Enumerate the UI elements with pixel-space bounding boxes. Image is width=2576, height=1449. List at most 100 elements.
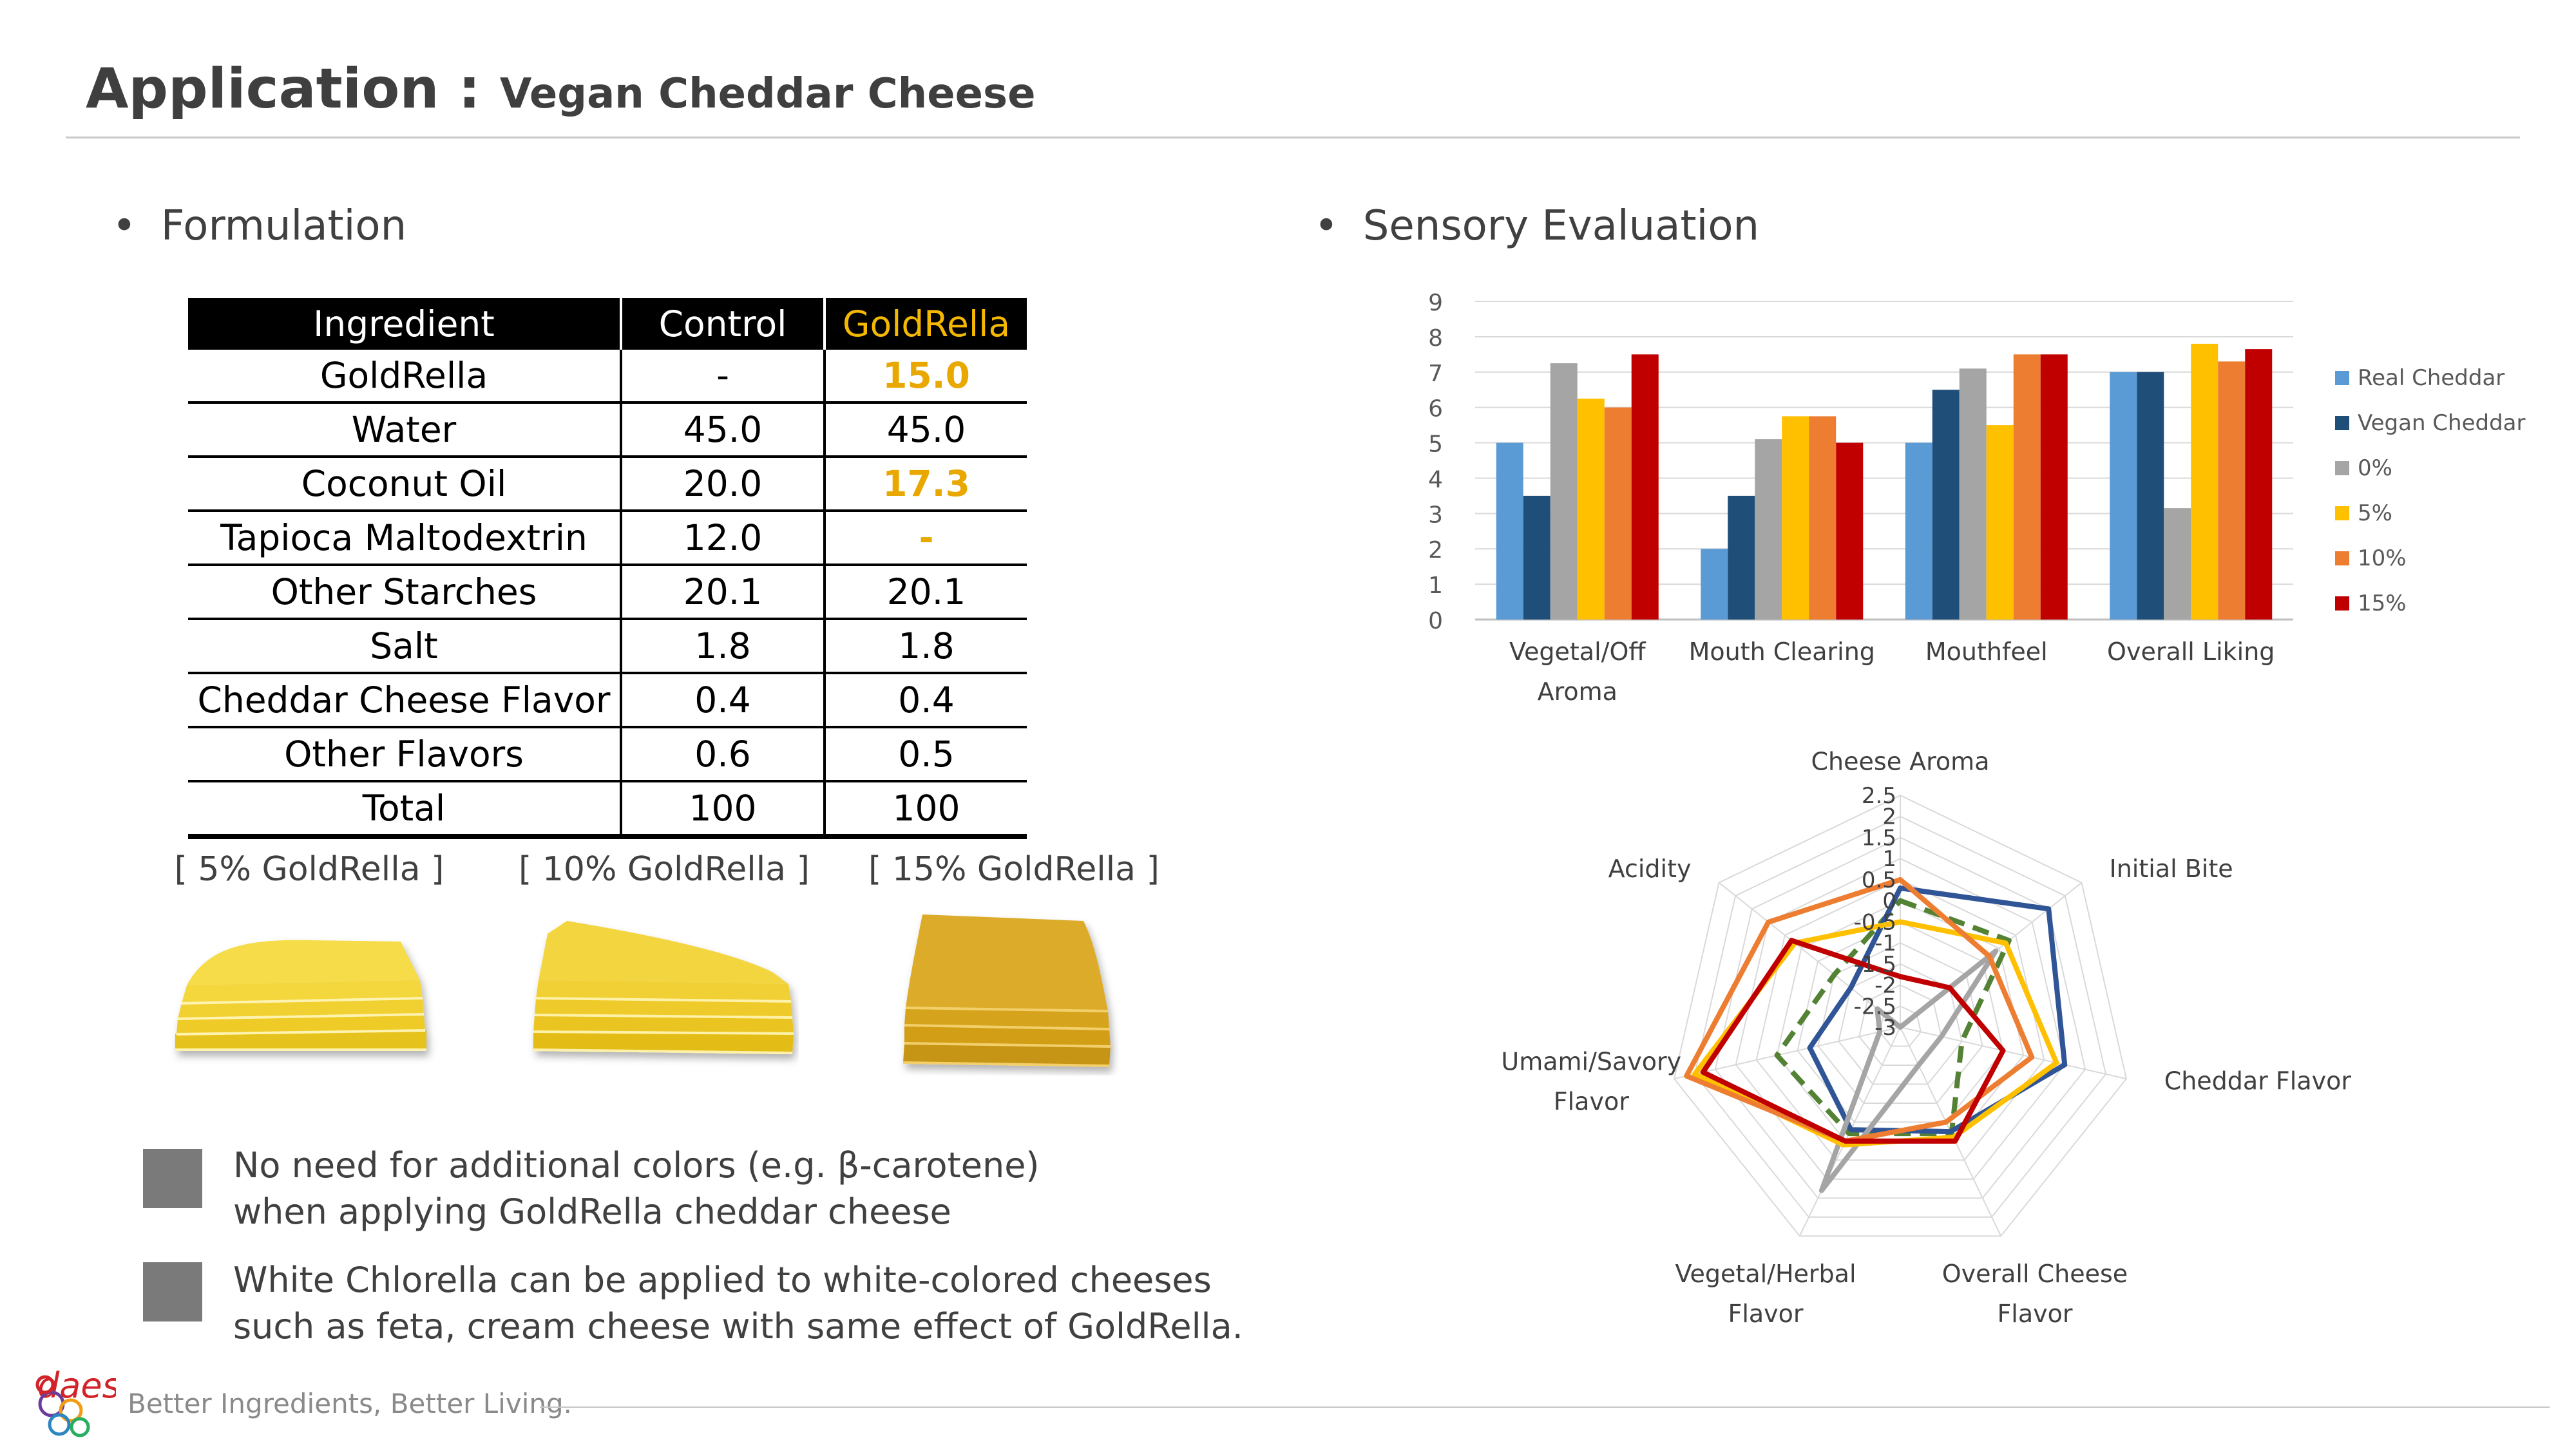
legend-swatch: [2335, 416, 2349, 430]
ingredient-cell: Cheddar Cheese Flavor: [188, 673, 621, 728]
ingredient-cell: Salt: [188, 619, 621, 674]
note-marker: [143, 1262, 202, 1321]
legend-label: 5%: [2358, 500, 2392, 526]
bar-10--0: [1604, 407, 1632, 620]
radar-axis-label: Initial Bite: [2109, 855, 2233, 883]
goldrella-cell: 0.4: [823, 673, 1027, 728]
bullet: •: [112, 202, 137, 250]
bar-10--2: [2013, 354, 2041, 620]
bar-vegan-cheddar-2: [1932, 390, 1960, 620]
bar-0--2: [1959, 368, 1987, 620]
goldrella-cell: 17.3: [823, 457, 1027, 512]
radar-series-10-: [1684, 876, 2035, 1144]
bar-chart: 0 1 2 3 4 5 6 7 8 9 Vegetal/Off Aroma Mouth Clearing…: [1428, 290, 2526, 706]
radar-gridline: [1838, 963, 1963, 1085]
table-row: GoldRella -15.0: [188, 350, 1027, 404]
control-cell: 20.1: [620, 565, 825, 620]
radar-tick-label: -1: [1875, 931, 1896, 956]
goldrella-cell: 45.0: [823, 402, 1027, 458]
bar-0--0: [1550, 363, 1578, 620]
ingredient-cell: Total: [188, 781, 621, 839]
legend-label: Vegan Cheddar: [2358, 410, 2526, 436]
radar-tick-label: -0.5: [1854, 909, 1896, 935]
ingredient-cell: Other Flavors: [188, 727, 621, 782]
page-title: Application : Vegan Cheddar Cheese: [86, 57, 1036, 121]
radar-axis-label: Umami/Savory Flavor: [1501, 1048, 1681, 1116]
radar-gridline: [1735, 858, 2066, 1180]
note-2: White Chlorella can be applied to white-…: [233, 1257, 1243, 1350]
cheese-sample-15-image: [902, 914, 1111, 1067]
y-tick-label: 9: [1428, 290, 1443, 316]
radar-tick-label: -3: [1875, 1015, 1896, 1041]
sample-label-15: [ 15% GoldRella ]: [868, 850, 1159, 889]
table-row: Salt 1.8 1.8: [188, 619, 1027, 674]
header-control: Control: [620, 298, 825, 350]
radar-axis-label: Vegetal/Herbal Flavor: [1675, 1260, 1856, 1328]
bar-10--3: [2218, 361, 2246, 620]
legend-label: 10%: [2358, 545, 2407, 571]
x-category-label: Overall Liking: [2107, 638, 2275, 666]
radar-gridline: [1879, 1005, 1922, 1047]
legend-swatch: [2335, 551, 2349, 565]
footer-divider: [540, 1406, 2550, 1408]
control-cell: -: [620, 350, 825, 404]
x-category-label: Mouth Clearing: [1689, 638, 1875, 666]
radar-gridline: [1714, 837, 2086, 1199]
table-row-total: Total 100 100: [188, 781, 1027, 839]
bar-0--3: [2164, 508, 2191, 620]
x-category-label: Mouthfeel: [1925, 638, 2048, 666]
radar-tick-label: 1.5: [1862, 825, 1896, 851]
sensory-heading: • Sensory Evaluation: [1314, 202, 1759, 250]
bar-5--3: [2191, 343, 2218, 620]
goldrella-cell: 0.5: [823, 727, 1027, 782]
daesang-logo: daesang: [35, 1365, 116, 1437]
title-sub: Vegan Cheddar Cheese: [499, 70, 1036, 118]
radar-gridline: [1797, 921, 2004, 1123]
logo-letter: daesang: [37, 1365, 116, 1406]
radar-axis-label: Cheese Aroma: [1811, 748, 1990, 776]
title-main: Application :: [86, 57, 500, 121]
control-cell: 0.6: [620, 727, 825, 782]
bar-real-cheddar-1: [1701, 549, 1728, 620]
note-marker: [143, 1149, 202, 1208]
formulation-heading: • Formulation: [112, 202, 406, 250]
control-cell: 20.0: [620, 457, 825, 512]
radar-tick-label: -1.5: [1854, 952, 1896, 978]
radar-spoke: [1718, 882, 1901, 1028]
bar-real-cheddar-0: [1496, 442, 1523, 620]
radar-tick-label: 0: [1882, 889, 1896, 914]
table-row: Tapioca Maltodextrin 12.0-: [188, 511, 1027, 566]
bar-5--2: [1986, 425, 2014, 620]
radar-tick-label: -2.5: [1854, 994, 1896, 1019]
goldrella-cell: -: [823, 511, 1027, 566]
sample-label-5: [ 5% GoldRella ]: [174, 850, 444, 889]
radar-spoke: [1674, 1027, 1901, 1080]
table-header-row: Ingredient Control GoldRella: [188, 298, 1027, 350]
radar-tick-label: -2: [1875, 973, 1896, 999]
control-cell: 100: [620, 781, 825, 839]
legend-swatch: [2335, 506, 2349, 520]
ingredient-cell: Water: [188, 402, 621, 458]
ingredient-cell: Other Starches: [188, 565, 621, 620]
goldrella-cell: 15.0: [823, 350, 1027, 404]
legend-label: 0%: [2358, 455, 2392, 481]
table-row: Cheddar Cheese Flavor 0.4 0.4: [188, 673, 1027, 728]
radar-series-0-: [1818, 948, 1999, 1193]
control-cell: 1.8: [620, 619, 825, 674]
y-tick-label: 2: [1428, 537, 1443, 564]
bar-vegan-cheddar-0: [1523, 495, 1550, 620]
radar-gridline: [1693, 815, 2107, 1218]
x-category-label: Vegetal/Off Aroma: [1509, 638, 1646, 706]
bar-vegan-cheddar-1: [1728, 495, 1755, 620]
radar-axis-label: Acidity: [1608, 855, 1692, 883]
table-row: Coconut Oil 20.0 17.3: [188, 457, 1027, 512]
y-tick-label: 6: [1428, 396, 1443, 422]
radar-series-vegan-cheddar: [1807, 886, 2068, 1135]
control-cell: 12.0: [620, 511, 825, 566]
legend-label: 15%: [2358, 591, 2407, 616]
y-tick-label: 7: [1428, 361, 1443, 387]
formulation-heading-text: Formulation: [160, 202, 407, 250]
bullet: •: [1314, 202, 1339, 250]
bar-15--2: [2040, 354, 2068, 620]
legend-swatch: [2335, 371, 2349, 385]
